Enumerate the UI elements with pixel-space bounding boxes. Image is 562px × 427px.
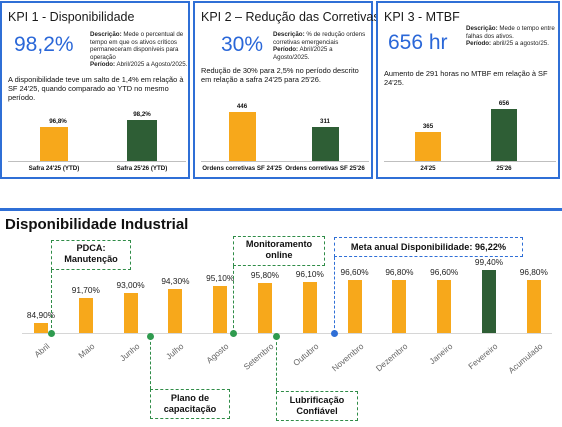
chart-bar-value-label: 95,10% [206, 272, 235, 283]
kpi-bar [312, 127, 339, 161]
kpi-bar-value-label: 96,8% [49, 118, 67, 125]
kpi-title: KPI 3 - MTBF [384, 10, 460, 24]
chart-bar [168, 288, 183, 333]
chart-bar-value-label: 84,90% [26, 309, 56, 320]
annotation-marker [230, 330, 237, 337]
kpi-value: 30% [221, 33, 264, 56]
kpi-bar [127, 120, 157, 161]
kpi-bar-category: Safra 24'25 (YTD) [28, 165, 80, 172]
annotation-lubrificacao: Lubrificação Confiável [276, 391, 358, 421]
chart-bar [437, 280, 452, 333]
chart-bar-value-label: 91,70% [71, 284, 100, 295]
kpi-bar-value-label: 311 [320, 118, 330, 125]
x-axis [22, 333, 552, 334]
chart-bar [302, 282, 317, 333]
chart-bar [392, 279, 407, 333]
kpi-note: Redução de 30% para 2,5% no período desc… [201, 66, 359, 85]
chart-bar-value-label: 96,80% [519, 266, 548, 277]
chart-bar-value-label: 99,40% [474, 257, 504, 268]
section-divider [0, 208, 562, 211]
kpi-bar-category: Safra 25'26 (YTD) [116, 165, 168, 172]
annotation-line [233, 266, 234, 333]
annotation-marker [147, 333, 154, 340]
annotation-marker [48, 330, 55, 337]
kpi-card-3: KPI 3 - MTBF 656 hr Descrição: Mede o te… [376, 1, 560, 179]
kpi-bar-value-label: 98,2% [133, 111, 151, 118]
annotation-capacitacao: Plano de capacitação [150, 389, 230, 419]
kpi-bar [229, 112, 256, 161]
chart-bar-value-label: 96,60% [340, 267, 369, 278]
kpi-bar-category: 25'26 [496, 165, 512, 172]
kpi-description: Descrição: % de redução ordens corretiva… [273, 31, 366, 61]
annotation-pdca: PDCA: Manutenção [51, 240, 131, 270]
kpi-description: Descrição: Mede o percentual de tempo em… [90, 31, 188, 69]
annotation-marker [273, 333, 280, 340]
kpi-baseline [8, 161, 186, 162]
chart-bar [526, 279, 541, 333]
kpi-baseline [201, 161, 369, 162]
annotation-line [334, 257, 335, 333]
kpi-bar-value-label: 365 [422, 123, 434, 130]
annotation-line [51, 270, 52, 333]
chart-bar-value-label: 94,30% [161, 275, 190, 286]
kpi-note: A disponibilidade teve um salto de 1,4% … [8, 75, 184, 103]
kpi-bar [40, 127, 68, 161]
kpi-bar-category: Ordens corretivas SF 25'26 [285, 165, 365, 172]
kpi-title: KPI 2 – Redução das Corretivas [201, 10, 380, 24]
chart-bar [347, 280, 362, 333]
kpi-title: KPI 1 - Disponibilidade [8, 10, 135, 24]
annotation-meta-anual: Meta anual Disponibilidade: 96,22% [334, 237, 523, 257]
kpi-bar-value-label: 446 [236, 103, 248, 110]
kpi-bar-value-label: 656 [498, 100, 510, 107]
kpi-baseline [384, 161, 556, 162]
kpi-bar [491, 109, 517, 161]
chart-bar-value-label: 96,80% [385, 266, 414, 277]
chart-bar [213, 285, 228, 333]
chart-bar-value-label: 96,60% [430, 267, 459, 278]
chart-bar-value-label: 95,80% [250, 270, 280, 281]
kpi-description: Descrição: Mede o tempo entre falhas dos… [466, 25, 555, 48]
kpi-note: Aumento de 291 horas no MTBF em relação … [384, 69, 548, 88]
kpi-value: 98,2% [14, 33, 74, 56]
kpi-card-2: KPI 2 – Redução das Corretivas 30% Descr… [193, 1, 380, 179]
chart-bar [258, 283, 272, 333]
chart-bar-value-label: 96,10% [295, 269, 324, 280]
kpi-bar-category: Ordens corretivas SF 24'25 [202, 165, 282, 172]
annotation-marker [331, 330, 338, 337]
annotation-monitoramento: Monitoramento online [233, 236, 325, 266]
annotation-line [150, 337, 151, 389]
kpi-value: 656 hr [388, 31, 448, 54]
chart-bar [482, 270, 496, 333]
kpi-card-1: KPI 1 - Disponibilidade 98,2% Descrição:… [0, 1, 190, 179]
chart-title: Disponibilidade Industrial [5, 216, 189, 233]
kpi-bar-category: 24'25 [420, 165, 436, 172]
chart-bar [123, 293, 138, 333]
chart-bar [78, 297, 93, 333]
annotation-line [276, 337, 277, 391]
chart-bar-value-label: 93,00% [116, 280, 145, 291]
chart-bar [34, 322, 48, 333]
kpi-bar [415, 132, 441, 161]
